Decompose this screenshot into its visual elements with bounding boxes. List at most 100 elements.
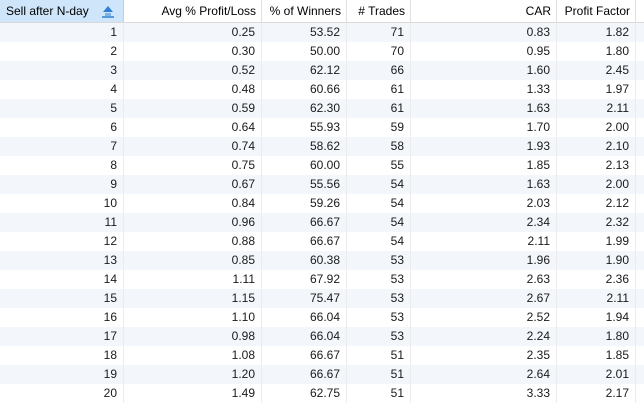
cell-percent-winners: 62.30	[262, 99, 347, 118]
cell-percent-winners: 58.62	[262, 137, 347, 156]
cell-car: 2.24	[411, 327, 557, 346]
cell-avg-profit-loss: 1.15	[124, 289, 262, 308]
sort-ascending-icon[interactable]	[100, 3, 116, 19]
cell-car: 2.35	[411, 346, 557, 365]
cell-n-day: 3	[0, 61, 124, 80]
table-row[interactable]: 9 0.67 55.56 54 1.63 2.00	[0, 175, 644, 194]
cell-trades: 51	[347, 365, 411, 384]
column-header-sell-after-n-day[interactable]: Sell after N-day	[0, 0, 124, 22]
table-row[interactable]: 15 1.15 75.47 53 2.67 2.11	[0, 289, 644, 308]
table-row[interactable]: 14 1.11 67.92 53 2.63 2.36	[0, 270, 644, 289]
column-header-car[interactable]: CAR	[411, 0, 557, 22]
cell-trades: 58	[347, 137, 411, 156]
cell-n-day: 11	[0, 213, 124, 232]
cell-car: 1.85	[411, 156, 557, 175]
table-row[interactable]: 19 1.20 66.67 51 2.64 2.01	[0, 365, 644, 384]
cell-percent-winners: 62.12	[262, 61, 347, 80]
cell-profit-factor: 1.97	[557, 80, 636, 99]
cell-n-day: 9	[0, 175, 124, 194]
table-row[interactable]: 13 0.85 60.38 53 1.96 1.90	[0, 251, 644, 270]
cell-percent-winners: 66.67	[262, 365, 347, 384]
cell-trades: 59	[347, 118, 411, 137]
cell-percent-winners: 53.52	[262, 23, 347, 42]
cell-trades: 54	[347, 213, 411, 232]
row-filler	[636, 99, 644, 118]
cell-n-day: 19	[0, 365, 124, 384]
column-header-trades[interactable]: # Trades	[347, 0, 411, 22]
row-filler	[636, 80, 644, 99]
cell-avg-profit-loss: 0.67	[124, 175, 262, 194]
cell-trades: 51	[347, 384, 411, 403]
column-header-percent-winners[interactable]: % of Winners	[262, 0, 347, 22]
cell-profit-factor: 1.90	[557, 251, 636, 270]
row-filler	[636, 175, 644, 194]
cell-percent-winners: 66.04	[262, 308, 347, 327]
cell-avg-profit-loss: 0.48	[124, 80, 262, 99]
cell-n-day: 6	[0, 118, 124, 137]
cell-profit-factor: 2.11	[557, 289, 636, 308]
cell-percent-winners: 60.00	[262, 156, 347, 175]
cell-trades: 53	[347, 251, 411, 270]
cell-profit-factor: 1.94	[557, 308, 636, 327]
cell-profit-factor: 2.12	[557, 194, 636, 213]
cell-car: 1.60	[411, 61, 557, 80]
table-row[interactable]: 1 0.25 53.52 71 0.83 1.82	[0, 23, 644, 42]
cell-n-day: 12	[0, 232, 124, 251]
row-filler	[636, 23, 644, 42]
cell-profit-factor: 2.17	[557, 384, 636, 403]
table-row[interactable]: 4 0.48 60.66 61 1.33 1.97	[0, 80, 644, 99]
table-row[interactable]: 2 0.30 50.00 70 0.95 1.80	[0, 42, 644, 61]
cell-trades: 51	[347, 346, 411, 365]
cell-avg-profit-loss: 0.75	[124, 156, 262, 175]
cell-n-day: 20	[0, 384, 124, 403]
table-row[interactable]: 16 1.10 66.04 53 2.52 1.94	[0, 308, 644, 327]
cell-car: 1.93	[411, 137, 557, 156]
cell-trades: 55	[347, 156, 411, 175]
cell-percent-winners: 62.75	[262, 384, 347, 403]
cell-trades: 61	[347, 80, 411, 99]
cell-car: 2.11	[411, 232, 557, 251]
cell-percent-winners: 66.67	[262, 232, 347, 251]
table-row[interactable]: 8 0.75 60.00 55 1.85 2.13	[0, 156, 644, 175]
table-row[interactable]: 20 1.49 62.75 51 3.33 2.17	[0, 384, 644, 403]
cell-trades: 54	[347, 175, 411, 194]
cell-avg-profit-loss: 0.64	[124, 118, 262, 137]
cell-trades: 53	[347, 327, 411, 346]
row-filler	[636, 42, 644, 61]
table-row[interactable]: 6 0.64 55.93 59 1.70 2.00	[0, 118, 644, 137]
cell-car: 1.63	[411, 99, 557, 118]
row-filler	[636, 118, 644, 137]
table-row[interactable]: 7 0.74 58.62 58 1.93 2.10	[0, 137, 644, 156]
cell-trades: 54	[347, 194, 411, 213]
table-row[interactable]: 11 0.96 66.67 54 2.34 2.32	[0, 213, 644, 232]
table-row[interactable]: 3 0.52 62.12 66 1.60 2.45	[0, 61, 644, 80]
column-header-avg-profit-loss[interactable]: Avg % Profit/Loss	[124, 0, 262, 22]
cell-n-day: 18	[0, 346, 124, 365]
column-header-profit-factor[interactable]: Profit Factor	[557, 0, 636, 22]
cell-avg-profit-loss: 1.10	[124, 308, 262, 327]
cell-profit-factor: 2.10	[557, 137, 636, 156]
cell-car: 2.03	[411, 194, 557, 213]
table-row[interactable]: 12 0.88 66.67 54 2.11 1.99	[0, 232, 644, 251]
row-filler	[636, 346, 644, 365]
cell-percent-winners: 67.92	[262, 270, 347, 289]
cell-car: 2.64	[411, 365, 557, 384]
table-row[interactable]: 10 0.84 59.26 54 2.03 2.12	[0, 194, 644, 213]
cell-n-day: 5	[0, 99, 124, 118]
cell-avg-profit-loss: 1.20	[124, 365, 262, 384]
table-row[interactable]: 5 0.59 62.30 61 1.63 2.11	[0, 99, 644, 118]
cell-n-day: 2	[0, 42, 124, 61]
cell-avg-profit-loss: 0.59	[124, 99, 262, 118]
cell-trades: 61	[347, 99, 411, 118]
cell-avg-profit-loss: 0.30	[124, 42, 262, 61]
table-row[interactable]: 18 1.08 66.67 51 2.35 1.85	[0, 346, 644, 365]
column-header-label: Sell after N-day	[6, 4, 89, 18]
cell-n-day: 15	[0, 289, 124, 308]
cell-profit-factor: 1.99	[557, 232, 636, 251]
row-filler	[636, 61, 644, 80]
row-filler	[636, 327, 644, 346]
cell-trades: 66	[347, 61, 411, 80]
cell-avg-profit-loss: 0.85	[124, 251, 262, 270]
cell-avg-profit-loss: 0.96	[124, 213, 262, 232]
table-row[interactable]: 17 0.98 66.04 53 2.24 1.80	[0, 327, 644, 346]
